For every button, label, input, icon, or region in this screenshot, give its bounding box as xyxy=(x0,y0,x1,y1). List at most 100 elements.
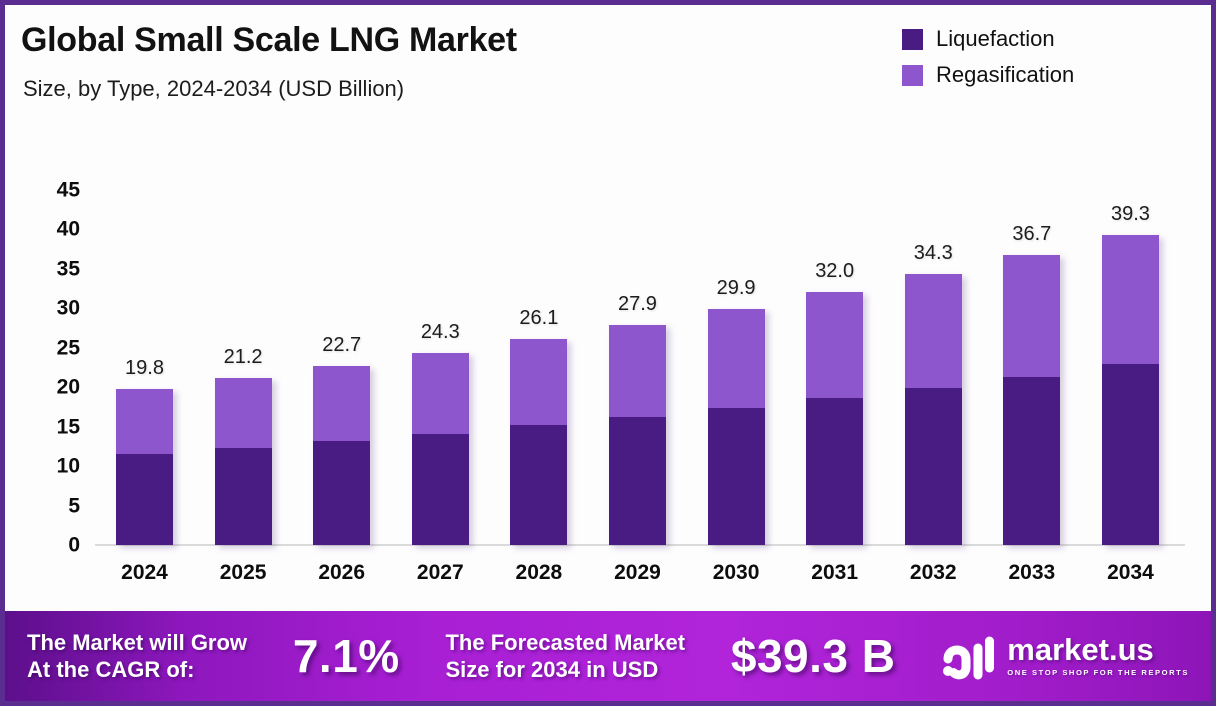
bar-total-label: 21.2 xyxy=(223,345,263,368)
forecast-value: $39.3 B xyxy=(730,630,896,682)
bar-stack xyxy=(707,308,765,545)
bar-group-2025: 21.2 2025 xyxy=(214,189,272,584)
forecast-label: The Forecasted Market Size for 2034 in U… xyxy=(445,629,685,684)
legend-label: Liquefaction xyxy=(936,26,1055,51)
segment-regasification xyxy=(904,274,962,388)
bars-area: 19.8 2024 21.2 2025 22.7 2026 24.3 2027 26.1 2028… xyxy=(95,189,1180,584)
forecast-label-line2: Size for 2034 in USD xyxy=(445,657,659,682)
bar-group-2030: 29.9 2030 xyxy=(707,189,765,584)
segment-liquefaction xyxy=(411,433,469,545)
x-label-2034: 2034 xyxy=(1107,561,1154,584)
segment-regasification xyxy=(214,377,272,448)
chart-legend: Liquefaction Regasification xyxy=(902,26,1074,88)
bar-total-label: 32.0 xyxy=(815,260,855,283)
segment-liquefaction xyxy=(608,417,666,545)
bar-stack xyxy=(608,324,666,545)
y-tick-30: 30 xyxy=(56,296,80,320)
segment-regasification xyxy=(411,353,469,434)
bar-stack xyxy=(1003,255,1061,545)
segment-regasification xyxy=(510,338,568,425)
footer-banner: The Market will Grow At the CAGR of: 7.1… xyxy=(5,611,1211,701)
x-label-2028: 2028 xyxy=(515,561,563,584)
segment-liquefaction xyxy=(313,440,371,545)
x-label-2030: 2030 xyxy=(712,561,760,584)
bar-group-2028: 26.1 2028 xyxy=(510,189,568,584)
x-label-2033: 2033 xyxy=(1008,561,1056,584)
legend-label: Regasification xyxy=(936,62,1075,87)
segment-liquefaction xyxy=(510,424,568,545)
y-tick-15: 15 xyxy=(56,415,80,438)
x-label-2025: 2025 xyxy=(219,561,267,584)
bar-group-2034: 39.3 2034 xyxy=(1101,189,1159,584)
bar-group-2032: 34.3 2032 xyxy=(904,189,962,584)
cagr-label: The Market will Grow At the CAGR of: xyxy=(27,629,247,684)
bar-stack xyxy=(510,338,568,545)
page-title: Global Small Scale LNG Market xyxy=(21,21,517,59)
marketus-logo: market.us ONE STOP SHOP FOR THE REPORTS xyxy=(941,630,1189,682)
y-tick-20: 20 xyxy=(56,375,80,399)
bar-stack xyxy=(313,365,371,545)
y-tick-40: 40 xyxy=(56,217,80,241)
segment-regasification xyxy=(116,388,173,455)
bar-group-2031: 32.0 2031 xyxy=(806,189,864,584)
bar-total-label: 39.3 xyxy=(1110,202,1150,225)
y-axis: 0 5 10 15 20 25 30 35 40 45 xyxy=(30,179,80,556)
legend-item-liquefaction: Liquefaction xyxy=(902,26,1074,52)
x-label-2031: 2031 xyxy=(811,561,859,584)
segment-liquefaction xyxy=(214,447,272,545)
segment-liquefaction xyxy=(1003,376,1061,545)
bar-stack xyxy=(1101,234,1159,545)
bar-total-label: 36.7 xyxy=(1012,223,1052,246)
bar-stack xyxy=(116,388,173,545)
bar-total-label: 27.9 xyxy=(618,292,657,315)
bar-total-label: 19.8 xyxy=(125,356,164,379)
x-label-2024: 2024 xyxy=(121,561,168,584)
segment-regasification xyxy=(806,292,864,399)
cagr-label-line2: At the CAGR of: xyxy=(27,657,195,682)
bar-group-2024: 19.8 2024 xyxy=(116,189,173,584)
x-label-2027: 2027 xyxy=(416,561,464,584)
bar-group-2033: 36.7 2033 xyxy=(1003,189,1061,584)
bar-group-2027: 24.3 2027 xyxy=(411,189,469,584)
logo-text-block: market.us ONE STOP SHOP FOR THE REPORTS xyxy=(1007,631,1189,678)
y-tick-10: 10 xyxy=(56,454,80,478)
liquefaction-swatch-icon xyxy=(902,28,923,50)
y-tick-0: 0 xyxy=(68,533,80,557)
logo-wordmark: market.us xyxy=(1007,631,1154,667)
segment-liquefaction xyxy=(1101,364,1159,545)
bar-stack xyxy=(214,377,272,545)
bar-stack xyxy=(806,292,864,545)
page-subtitle: Size, by Type, 2024-2034 (USD Billion) xyxy=(23,76,405,101)
x-axis-baseline xyxy=(95,544,1185,546)
bar-total-label: 24.3 xyxy=(420,321,460,344)
y-tick-35: 35 xyxy=(56,257,80,280)
segment-regasification xyxy=(313,365,371,441)
segment-liquefaction xyxy=(116,454,173,545)
bar-group-2026: 22.7 2026 xyxy=(313,189,371,584)
cagr-value: 7.1% xyxy=(292,630,400,682)
forecast-label-line1: The Forecasted Market xyxy=(445,629,686,655)
y-tick-25: 25 xyxy=(56,336,80,359)
bar-total-label: 26.1 xyxy=(519,306,559,329)
y-tick-45: 45 xyxy=(56,178,80,201)
bar-total-label: 22.7 xyxy=(322,333,362,356)
bar-group-2029: 27.9 2029 xyxy=(608,189,666,584)
marketus-logo-icon xyxy=(943,636,995,680)
x-label-2029: 2029 xyxy=(614,561,661,584)
bar-stack xyxy=(411,353,469,545)
segment-liquefaction xyxy=(806,398,864,545)
segment-regasification xyxy=(707,308,765,408)
regasification-swatch-icon xyxy=(902,64,923,86)
bar-total-label: 29.9 xyxy=(716,276,756,299)
segment-regasification xyxy=(1003,255,1061,377)
legend-item-regasification: Regasification xyxy=(902,62,1074,88)
segment-regasification xyxy=(1101,234,1159,365)
segment-regasification xyxy=(608,324,666,418)
x-label-2032: 2032 xyxy=(909,561,957,584)
cagr-label-line1: The Market will Grow xyxy=(27,629,248,655)
bar-total-label: 34.3 xyxy=(913,242,953,265)
segment-liquefaction xyxy=(707,407,765,545)
bar-stack xyxy=(904,274,962,545)
y-tick-5: 5 xyxy=(68,494,80,517)
